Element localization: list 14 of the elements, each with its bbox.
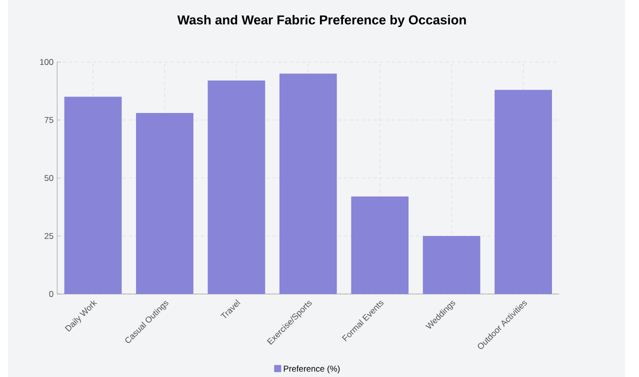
- bar: [351, 196, 409, 294]
- y-tick-label: 0: [49, 291, 54, 297]
- bar: [208, 80, 266, 294]
- chart-title: Wash and Wear Fabric Preference by Occasion: [177, 14, 466, 28]
- bar: [136, 113, 194, 294]
- bar: [279, 74, 337, 294]
- y-tick-label: 50: [44, 175, 54, 181]
- y-tick-label: 100: [40, 59, 54, 65]
- bar: [64, 96, 122, 294]
- bar: [494, 90, 552, 294]
- bar: [422, 236, 480, 294]
- legend-label: Preference (%): [284, 365, 340, 374]
- y-tick-label: 75: [44, 117, 54, 123]
- y-tick-label: 25: [44, 233, 54, 239]
